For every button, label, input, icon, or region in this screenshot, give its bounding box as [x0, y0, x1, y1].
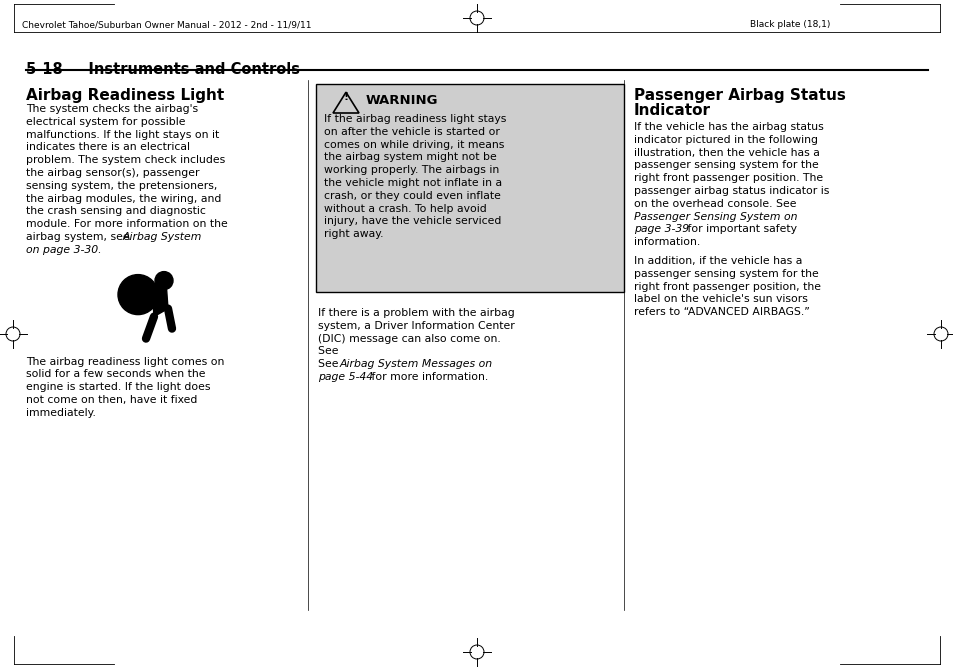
Text: 5-18     Instruments and Controls: 5-18 Instruments and Controls [26, 62, 299, 77]
Text: for important safety: for important safety [683, 224, 796, 234]
Text: Airbag System Messages on: Airbag System Messages on [339, 359, 493, 369]
Text: for more information.: for more information. [368, 372, 488, 382]
Text: the airbag sensor(s), passenger: the airbag sensor(s), passenger [26, 168, 199, 178]
Text: Passenger Sensing System on: Passenger Sensing System on [634, 212, 797, 222]
Text: the airbag modules, the wiring, and: the airbag modules, the wiring, and [26, 194, 221, 204]
Text: without a crash. To help avoid: without a crash. To help avoid [324, 204, 486, 214]
Circle shape [154, 272, 172, 290]
Text: Passenger Airbag Status: Passenger Airbag Status [634, 88, 845, 103]
Text: label on the vehicle's sun visors: label on the vehicle's sun visors [634, 295, 807, 305]
Text: If the vehicle has the airbag status: If the vehicle has the airbag status [634, 122, 822, 132]
Text: electrical system for possible: electrical system for possible [26, 117, 185, 127]
Text: passenger sensing system for the: passenger sensing system for the [634, 160, 818, 170]
Text: (DIC) message can also come on.: (DIC) message can also come on. [317, 333, 500, 343]
Text: Airbag System: Airbag System [123, 232, 202, 242]
Text: airbag system, see: airbag system, see [26, 232, 133, 242]
Text: right front passenger position, the: right front passenger position, the [634, 282, 821, 292]
Text: page 3-39: page 3-39 [634, 224, 688, 234]
Text: the crash sensing and diagnostic: the crash sensing and diagnostic [26, 206, 206, 216]
Text: Indicator: Indicator [634, 103, 710, 118]
Text: right front passenger position. The: right front passenger position. The [634, 173, 822, 183]
Text: not come on then, have it fixed: not come on then, have it fixed [26, 395, 197, 405]
Text: the vehicle might not inflate in a: the vehicle might not inflate in a [324, 178, 501, 188]
Text: immediately.: immediately. [26, 407, 95, 418]
Text: engine is started. If the light does: engine is started. If the light does [26, 382, 211, 392]
Text: on the overhead console. See: on the overhead console. See [634, 199, 796, 209]
Text: system, a Driver Information Center: system, a Driver Information Center [317, 321, 515, 331]
Text: module. For more information on the: module. For more information on the [26, 219, 228, 229]
Text: If the airbag readiness light stays: If the airbag readiness light stays [324, 114, 506, 124]
Text: The airbag readiness light comes on: The airbag readiness light comes on [26, 357, 224, 367]
FancyBboxPatch shape [315, 84, 623, 292]
Text: illustration, then the vehicle has a: illustration, then the vehicle has a [634, 148, 819, 158]
Text: If there is a problem with the airbag: If there is a problem with the airbag [317, 308, 515, 318]
Text: comes on while driving, it means: comes on while driving, it means [324, 140, 504, 150]
Text: on after the vehicle is started or: on after the vehicle is started or [324, 127, 499, 137]
Text: crash, or they could even inflate: crash, or they could even inflate [324, 191, 500, 201]
Text: See: See [317, 347, 341, 357]
Text: WARNING: WARNING [366, 94, 438, 107]
Text: indicator pictured in the following: indicator pictured in the following [634, 135, 817, 145]
Text: In addition, if the vehicle has a: In addition, if the vehicle has a [634, 256, 801, 266]
Text: See: See [317, 359, 341, 369]
Polygon shape [152, 281, 168, 317]
Circle shape [118, 275, 158, 315]
Text: right away.: right away. [324, 229, 383, 239]
Text: refers to “ADVANCED AIRBAGS.”: refers to “ADVANCED AIRBAGS.” [634, 307, 809, 317]
Text: information.: information. [634, 237, 700, 247]
Text: Chevrolet Tahoe/Suburban Owner Manual - 2012 - 2nd - 11/9/11: Chevrolet Tahoe/Suburban Owner Manual - … [22, 20, 312, 29]
Text: on page 3-30.: on page 3-30. [26, 244, 102, 255]
Text: Airbag Readiness Light: Airbag Readiness Light [26, 88, 224, 103]
Text: indicates there is an electrical: indicates there is an electrical [26, 142, 190, 152]
Text: The system checks the airbag's: The system checks the airbag's [26, 104, 198, 114]
Text: solid for a few seconds when the: solid for a few seconds when the [26, 369, 205, 379]
Text: passenger airbag status indicator is: passenger airbag status indicator is [634, 186, 828, 196]
Text: Black plate (18,1): Black plate (18,1) [749, 20, 829, 29]
Text: working properly. The airbags in: working properly. The airbags in [324, 165, 498, 175]
Text: the airbag system might not be: the airbag system might not be [324, 152, 497, 162]
Text: passenger sensing system for the: passenger sensing system for the [634, 269, 818, 279]
Text: !: ! [343, 92, 348, 102]
Text: sensing system, the pretensioners,: sensing system, the pretensioners, [26, 181, 217, 191]
Text: injury, have the vehicle serviced: injury, have the vehicle serviced [324, 216, 501, 226]
Text: page 5-44: page 5-44 [317, 372, 373, 382]
Text: malfunctions. If the light stays on it: malfunctions. If the light stays on it [26, 130, 219, 140]
Text: problem. The system check includes: problem. The system check includes [26, 155, 225, 165]
